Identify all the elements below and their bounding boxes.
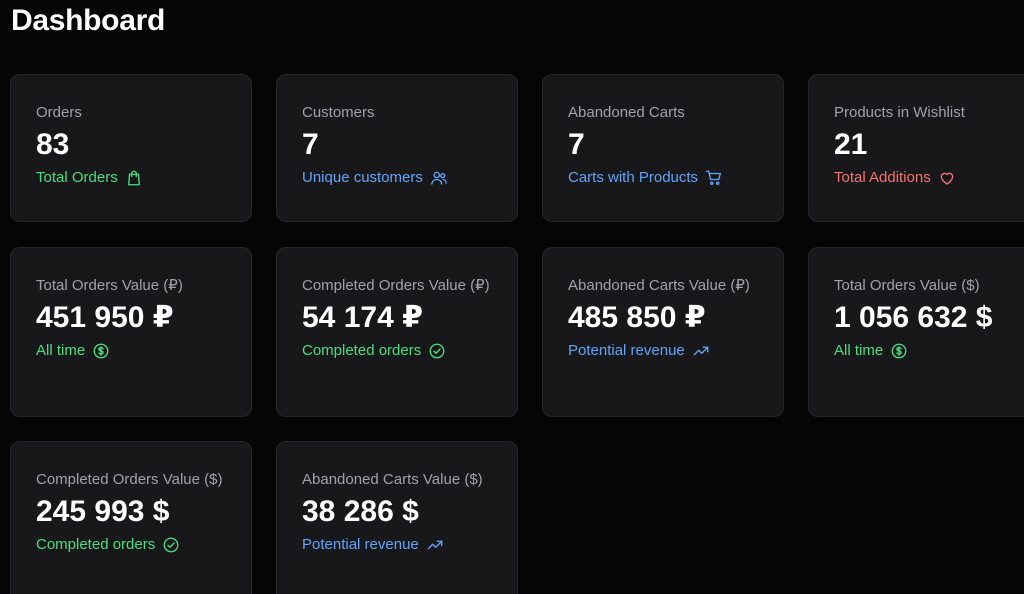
card-footnote: All time [834, 341, 1024, 361]
card-footnote-text: Completed orders [302, 342, 422, 359]
card-footnote-text: All time [36, 342, 86, 359]
trending-up-icon [427, 540, 443, 550]
card-footnote-text: Potential revenue [302, 536, 419, 553]
abandoned-carts-value-rub-card: Abandoned Carts Value (₽) 485 850 ₽ Pote… [542, 247, 784, 417]
card-value: 54 174 ₽ [302, 301, 423, 334]
card-label: Total Orders Value ($) [834, 277, 980, 294]
card-footnote: Completed orders [302, 341, 492, 361]
card-value: 7 [568, 128, 585, 161]
card-label: Abandoned Carts Value (₽) [568, 277, 750, 294]
card-value: 83 [36, 128, 70, 161]
card-footnote-text: Completed orders [36, 536, 156, 553]
page-title: Dashboard [11, 4, 165, 37]
card-label: Abandoned Carts [568, 104, 685, 121]
card-label: Orders [36, 104, 82, 121]
card-label: Completed Orders Value (₽) [302, 277, 490, 294]
card-value: 485 850 ₽ [568, 301, 706, 334]
card-value: 7 [302, 128, 319, 161]
card-footnote: Potential revenue [568, 341, 758, 361]
card-label: Total Orders Value (₽) [36, 277, 183, 294]
card-value: 1 056 632 $ [834, 301, 993, 334]
orders-card: Orders 83 Total Orders [10, 74, 252, 222]
card-footnote: Potential revenue [302, 535, 492, 555]
card-label: Abandoned Carts Value ($) [302, 471, 483, 488]
card-footnote: Total Orders [36, 168, 226, 188]
customers-card: Customers 7 Unique customers [276, 74, 518, 222]
card-footnote-text: Total Orders [36, 169, 118, 186]
dollar-circle-icon [93, 343, 109, 359]
abandoned-carts-value-usd-card: Abandoned Carts Value ($) 38 286 $ Poten… [276, 441, 518, 594]
dollar-circle-icon [891, 343, 907, 359]
shopping-cart-icon [705, 170, 722, 185]
card-label: Completed Orders Value ($) [36, 471, 223, 488]
users-icon [431, 171, 447, 185]
card-footnote-text: Potential revenue [568, 342, 685, 359]
card-footnote: Carts with Products [568, 168, 758, 188]
card-value: 38 286 $ [302, 495, 419, 528]
card-label: Products in Wishlist [834, 104, 965, 121]
abandoned-carts-card: Abandoned Carts 7 Carts with Products [542, 74, 784, 222]
card-value: 451 950 ₽ [36, 301, 174, 334]
card-footnote: Completed orders [36, 535, 226, 555]
card-footnote: Unique customers [302, 168, 492, 188]
card-footnote: All time [36, 341, 226, 361]
completed-orders-value-usd-card: Completed Orders Value ($) 245 993 $ Com… [10, 441, 252, 594]
total-orders-value-usd-card: Total Orders Value ($) 1 056 632 $ All t… [808, 247, 1024, 417]
wishlist-card: Products in Wishlist 21 Total Additions [808, 74, 1024, 222]
card-footnote-text: Total Additions [834, 169, 931, 186]
card-label: Customers [302, 104, 375, 121]
card-footnote-text: Carts with Products [568, 169, 699, 186]
card-value: 21 [834, 128, 868, 161]
trending-up-icon [693, 346, 709, 356]
card-footnote-text: Unique customers [302, 169, 423, 186]
total-orders-value-rub-card: Total Orders Value (₽) 451 950 ₽ All tim… [10, 247, 252, 417]
check-circle-icon [163, 537, 179, 553]
shopping-bag-icon [127, 170, 140, 186]
card-footnote: Total Additions [834, 168, 1024, 188]
heart-icon [940, 172, 954, 185]
check-circle-icon [429, 343, 445, 359]
card-footnote-text: All time [834, 342, 884, 359]
completed-orders-value-rub-card: Completed Orders Value (₽) 54 174 ₽ Comp… [276, 247, 518, 417]
card-value: 245 993 $ [36, 495, 170, 528]
